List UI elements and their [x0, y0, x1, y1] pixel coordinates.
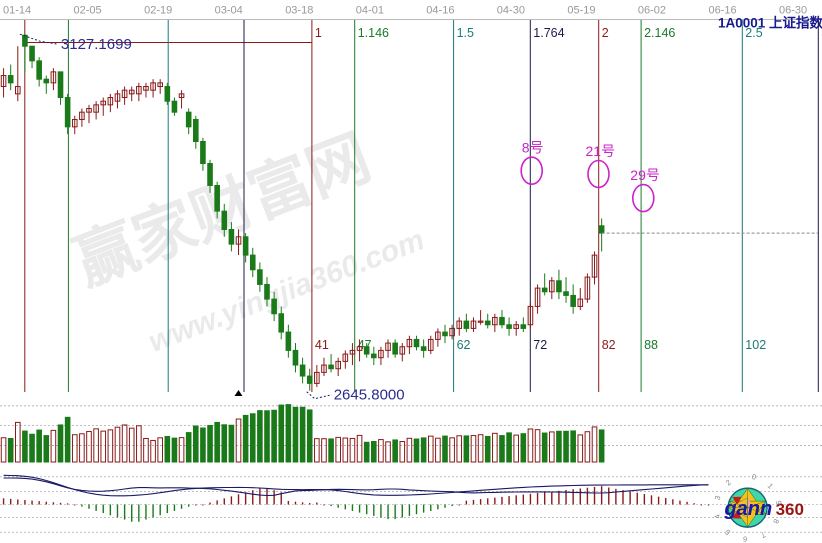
svg-text:03-04: 03-04 — [215, 5, 243, 17]
svg-text:05-19: 05-19 — [567, 5, 595, 17]
svg-text:21号: 21号 — [586, 143, 616, 159]
svg-text:gann: gann — [723, 498, 772, 520]
svg-text:1: 1 — [315, 26, 322, 40]
svg-text:62: 62 — [457, 338, 471, 352]
svg-text:04-30: 04-30 — [497, 5, 525, 17]
svg-text:1.764: 1.764 — [533, 26, 564, 40]
svg-text:04-16: 04-16 — [426, 5, 454, 17]
svg-text:72: 72 — [533, 338, 547, 352]
svg-text:2.5: 2.5 — [745, 26, 762, 40]
svg-text:02-05: 02-05 — [74, 5, 102, 17]
svg-text:2645.8000: 2645.8000 — [334, 387, 405, 404]
svg-text:2: 2 — [602, 26, 609, 40]
svg-text:29号: 29号 — [630, 167, 660, 183]
svg-text:1.146: 1.146 — [358, 26, 389, 40]
svg-text:82: 82 — [602, 338, 616, 352]
svg-text:01-14: 01-14 — [3, 5, 31, 17]
svg-text:2.146: 2.146 — [644, 26, 675, 40]
svg-text:06-02: 06-02 — [638, 5, 666, 17]
svg-text:8号: 8号 — [522, 140, 544, 156]
svg-text:88: 88 — [644, 338, 658, 352]
svg-text:6: 6 — [743, 534, 748, 543]
svg-text:02-19: 02-19 — [144, 5, 172, 17]
svg-text:1.5: 1.5 — [457, 26, 474, 40]
svg-text:102: 102 — [745, 338, 766, 352]
svg-text:04-01: 04-01 — [356, 5, 384, 17]
svg-text:03-18: 03-18 — [285, 5, 313, 17]
svg-text:1A0001 上证指数: 1A0001 上证指数 — [718, 15, 822, 31]
svg-text:41: 41 — [315, 338, 329, 352]
svg-text:3127.1699: 3127.1699 — [61, 36, 132, 53]
